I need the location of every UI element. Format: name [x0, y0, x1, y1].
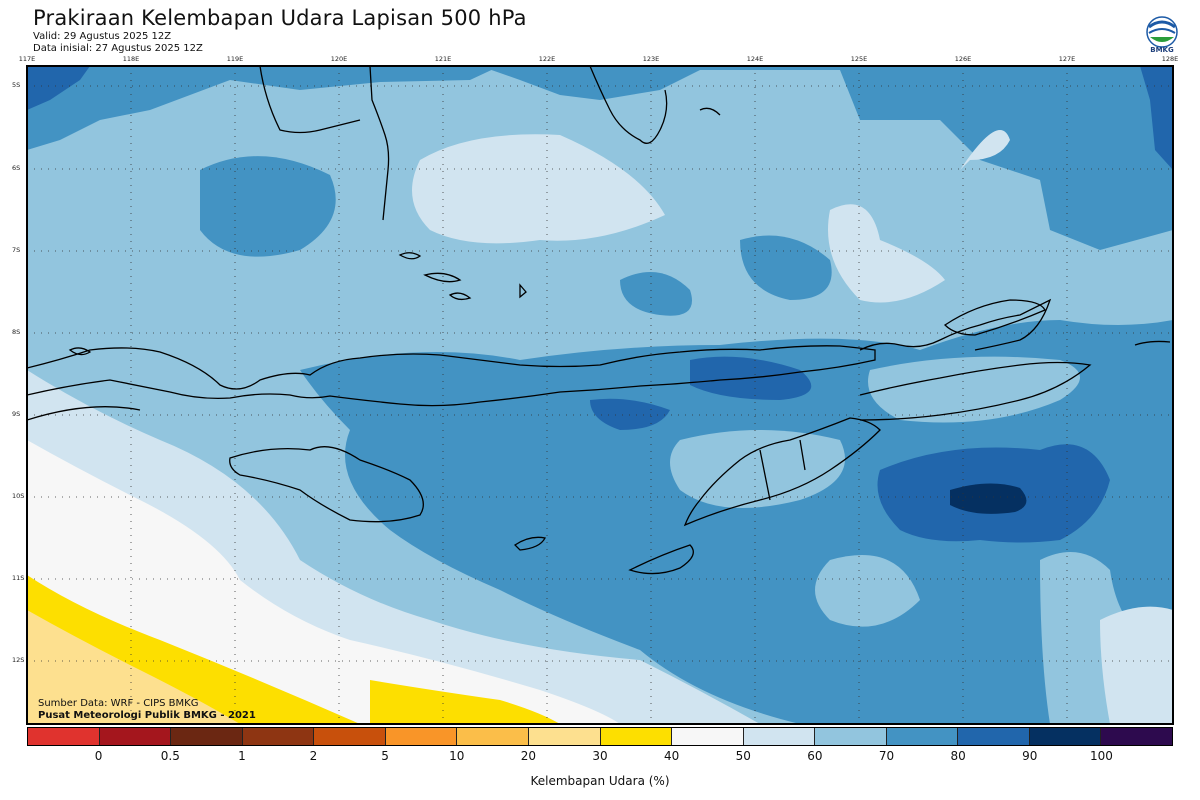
logo-text: BMKG [1150, 46, 1174, 54]
map-frame [26, 65, 1174, 725]
lon-label: 127E [1058, 55, 1076, 63]
colorbar-tick: 30 [592, 749, 608, 763]
colorbar-segment [600, 728, 673, 745]
colorbar-segment [1101, 728, 1172, 745]
lon-label: 117E [18, 55, 36, 63]
lon-label: 126E [954, 55, 972, 63]
lon-label: 122E [538, 55, 556, 63]
colorbar-segment [672, 728, 744, 745]
lon-label: 124E [746, 55, 764, 63]
lat-label: 6S [12, 164, 21, 172]
humidity-30-40-sw [27, 610, 240, 724]
colorbar-tick: 80 [950, 749, 966, 763]
colorbar-tick: 1 [238, 749, 246, 763]
colorbar-tick: 60 [807, 749, 823, 763]
colorbar-tick: 0.5 [160, 749, 180, 763]
map-title: Prakiraan Kelembapan Udara Lapisan 500 h… [33, 6, 527, 30]
humidity-80-90-nw [27, 66, 500, 150]
bmkg-logo-icon [1146, 16, 1178, 48]
colorbar [27, 727, 1173, 746]
lat-label: 10S [12, 492, 25, 500]
colorbar-title: Kelembapan Udara (%) [530, 774, 670, 788]
colorbar-tick: 50 [735, 749, 751, 763]
humidity-90-100-nw [27, 66, 90, 110]
coastlines [27, 66, 1171, 575]
lon-label: 119E [226, 55, 244, 63]
humidity-80-90-patch [200, 156, 336, 257]
colorbar-tick: 90 [1022, 749, 1038, 763]
lon-label: 118E [122, 55, 140, 63]
colorbar-segment [171, 728, 243, 745]
colorbar-segment [28, 728, 100, 745]
lat-lon-grid [27, 66, 1173, 724]
colorbar-tick: 20 [520, 749, 537, 763]
colorbar-segment [743, 728, 816, 745]
initial-time: Data inisial: 27 Agustus 2025 12Z [33, 43, 203, 54]
colorbar-tick: 10 [449, 749, 465, 763]
lon-label: 121E [434, 55, 452, 63]
colorbar-segment [886, 728, 959, 745]
lat-label: 7S [12, 246, 21, 254]
lat-label: 8S [12, 328, 21, 336]
colorbar-tick: 100 [1089, 749, 1113, 763]
colorbar-segment [958, 728, 1030, 745]
valid-time: Valid: 29 Agustus 2025 12Z [33, 31, 172, 42]
lat-label: 5S [12, 81, 21, 89]
colorbar-tick: 2 [309, 749, 318, 763]
lat-label: 11S [12, 574, 25, 582]
colorbar-segment [99, 728, 172, 745]
data-source: Sumber Data: WRF - CIPS BMKG [38, 698, 199, 709]
colorbar-tick: 5 [381, 749, 389, 763]
colorbar-segment [528, 728, 601, 745]
lon-label: 123E [642, 55, 660, 63]
colorbar-segment [242, 728, 315, 745]
colorbar-segment [314, 728, 386, 745]
lat-label: 12S [12, 656, 25, 664]
humidity-90-100-ne [1140, 66, 1173, 170]
colorbar-segment [1029, 728, 1102, 745]
lat-label: 9S [12, 410, 21, 418]
colorbar-segment [385, 728, 458, 745]
humidity-60-70-patch [828, 204, 945, 303]
lon-label: 128E [1161, 55, 1179, 63]
colorbar-segment [815, 728, 887, 745]
colorbar-tick: 40 [663, 749, 680, 763]
lon-label: 125E [850, 55, 868, 63]
humidity-100-core [950, 483, 1027, 514]
humidity-80-90-north [480, 66, 1173, 250]
colorbar-tick: 0 [94, 749, 103, 763]
lon-label: 120E [330, 55, 348, 63]
credit-text: Pusat Meteorologi Publik BMKG - 2021 [38, 710, 256, 721]
colorbar-tick: 70 [878, 749, 895, 763]
humidity-60-70-north [412, 134, 665, 244]
colorbar-segment [457, 728, 529, 745]
